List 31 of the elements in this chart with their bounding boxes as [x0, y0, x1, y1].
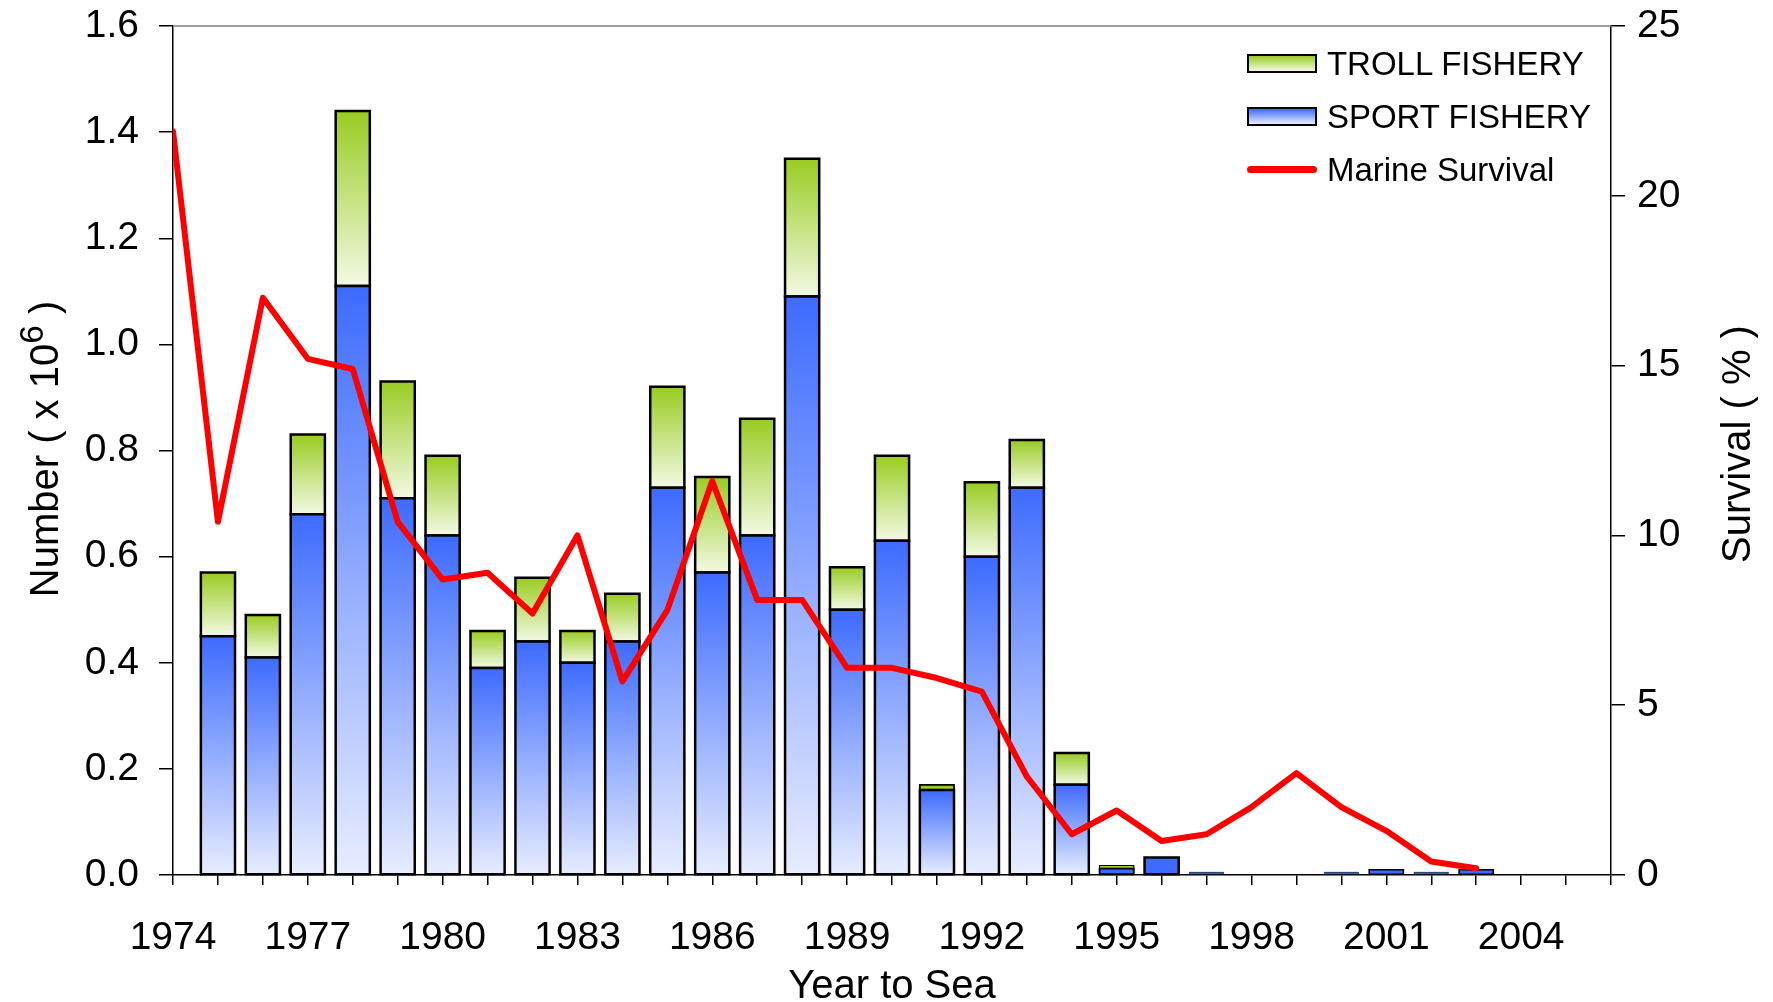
x-tick-label: 1974	[129, 914, 217, 958]
x-axis-title: Year to Sea	[788, 961, 996, 1002]
y-tick-label: 1.6	[84, 1, 139, 45]
y-tick-label: 1.4	[84, 107, 139, 151]
x-tick-label: 2004	[1477, 914, 1565, 958]
y-tick-label: 0.8	[84, 426, 139, 470]
x-tick-label: 1983	[534, 914, 621, 958]
y-tick-label: 0.2	[84, 744, 139, 788]
x-tick-label: 1995	[1073, 914, 1161, 958]
y2-tick-label: 25	[1637, 1, 1681, 45]
y2-tick-label: 5	[1637, 680, 1659, 724]
x-tick-label: 1980	[399, 914, 487, 958]
y2-axis-title: Survival ( % )	[1713, 325, 1759, 563]
x-tick-label: 1977	[264, 914, 352, 958]
y2-tick-label: 20	[1637, 171, 1681, 215]
x-tick-label: 1992	[938, 914, 1026, 958]
x-tick-label: 1998	[1208, 914, 1295, 958]
legend-label: Marine Survival	[1326, 150, 1555, 189]
legend-label: TROLL FISHERY	[1326, 44, 1584, 83]
y-tick-label: 0.4	[84, 638, 139, 682]
y2-tick-label: 15	[1637, 341, 1681, 385]
y2-tick-label: 0	[1637, 850, 1659, 894]
y-tick-label: 1.2	[84, 214, 139, 257]
y-tick-label: 0.6	[84, 532, 139, 576]
legend-label: SPORT FISHERY	[1326, 97, 1591, 136]
x-tick-label: 2001	[1342, 914, 1430, 958]
y-tick-label: 0.0	[84, 850, 139, 894]
x-tick-label: 1986	[668, 914, 756, 958]
y-tick-label: 1.0	[84, 320, 139, 364]
y2-tick-label: 10	[1637, 511, 1681, 555]
x-tick-label: 1989	[803, 914, 891, 958]
